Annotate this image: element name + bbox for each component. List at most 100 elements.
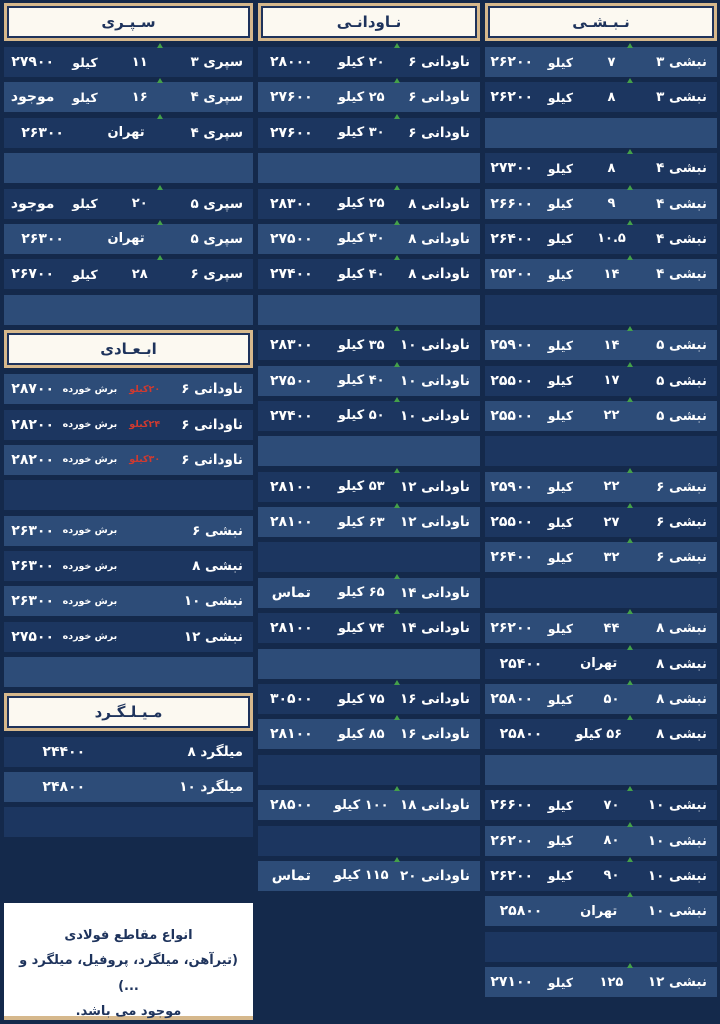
- product-name: ناودانی ۱۴: [400, 584, 470, 601]
- unit-label: کیلو: [72, 196, 98, 212]
- column-left: سـپـری سپری ۳ ۱۱ کیلو ۲۷۹۰۰ سپری ۴ ۱۶ کیلو موجود…: [4, 3, 253, 1020]
- unit-label: کیلو: [547, 266, 574, 282]
- cut-spec: برش خورده: [62, 419, 118, 431]
- weight-value: ۷۰: [603, 797, 620, 813]
- weight-value: ۶۳ کیلو: [337, 514, 385, 530]
- price-up-icon: [627, 609, 634, 615]
- weight-value: ۳۰ کیلو: [337, 125, 385, 141]
- price-up-icon: [627, 255, 634, 261]
- price-up-icon: [627, 43, 634, 48]
- price-value: ۲۶۲۰۰: [490, 54, 534, 70]
- unit-label: کیلو: [547, 408, 574, 424]
- weight-value: ۱۱: [131, 54, 148, 70]
- weight-value: ۱۶: [131, 89, 148, 105]
- origin-label: تهران: [107, 125, 145, 141]
- price-up-icon: [394, 361, 401, 367]
- product-name: ناودانی ۲۰: [400, 867, 470, 884]
- product-name: سپری ۶: [190, 266, 243, 283]
- product-name: سپری ۴: [190, 89, 243, 106]
- product-name: نبشی ۸: [192, 558, 243, 575]
- price-row: نبشی ۵ ۲۲ کیلو ۲۵۵۰۰: [485, 396, 717, 431]
- product-name: نبشی ۶: [656, 549, 707, 566]
- price-value: ۲۷۵۰۰: [269, 230, 313, 247]
- footer-note: انواع مقاطع فولادی (تیرآهن، میلگرد، پروف…: [4, 902, 253, 1020]
- product-name: ناودانی ۱۰: [400, 407, 470, 424]
- product-name: ناودانی ۱۲: [400, 478, 470, 495]
- price-value: ۲۷۵۰۰: [11, 628, 55, 645]
- price-up-icon: [394, 43, 401, 48]
- unit-label: کیلو: [547, 549, 574, 565]
- product-name: ناودانی ۸: [408, 195, 470, 212]
- empty-row: [485, 754, 717, 785]
- price-row: ناودانی ۸ ۳۰ کیلو ۲۷۵۰۰: [258, 219, 480, 254]
- weight-value: ۲۷: [603, 514, 620, 530]
- price-up-icon: [394, 503, 401, 509]
- price-row: نبشی ۱۰ تهران ۲۵۸۰۰: [485, 892, 717, 927]
- product-name: نبشی ۸: [656, 620, 707, 637]
- price-value: موجود: [10, 195, 55, 212]
- price-row: ناودانی ۱۴ ۶۵ کیلو تماس: [258, 573, 480, 608]
- price-value: ۲۷۱۰۰: [490, 974, 534, 991]
- price-row: نبشی ۶ ۲۷ کیلو ۲۵۵۰۰: [485, 503, 717, 538]
- product-name: ناودانی ۶: [181, 381, 243, 398]
- weight-value: ۶۵ کیلو: [337, 585, 385, 601]
- price-value: ۲۵۸۰۰: [499, 903, 543, 920]
- weight-value: ۵۳ کیلو: [337, 479, 385, 495]
- price-up-icon: [627, 396, 634, 402]
- empty-row: [4, 807, 253, 838]
- price-up-icon: [627, 715, 634, 721]
- cut-weight: ۲۰کیلو: [129, 383, 161, 395]
- weight-value: ۱۰۰ کیلو: [333, 797, 389, 813]
- product-name: نبشی ۱۰: [647, 903, 707, 920]
- weight-value: ۳۰ کیلو: [337, 231, 385, 247]
- unit-label: کیلو: [547, 797, 574, 813]
- unit-label: کیلو: [547, 231, 574, 247]
- price-row: ناودانی ۱۶ ۷۵ کیلو ۳۰۵۰۰: [258, 680, 480, 715]
- price-up-icon: [394, 255, 401, 261]
- price-row: نبشی ۴ ۸ کیلو ۲۷۳۰۰: [485, 149, 717, 184]
- price-value: ۲۵۴۰۰: [499, 655, 543, 672]
- price-up-icon: [394, 609, 401, 615]
- price-value: ۲۸۰۰۰: [269, 54, 313, 70]
- weight-value: ۴۰ کیلو: [337, 266, 385, 282]
- weight-value: ۲۵ کیلو: [337, 89, 385, 105]
- price-up-icon: [394, 396, 401, 402]
- product-name: نبشی ۶: [656, 514, 707, 531]
- unit-label: کیلو: [72, 54, 98, 70]
- price-row: نبشی ۸ برش خورده ۲۶۳۰۰: [4, 551, 253, 582]
- section-header-abadi: ابـعـادی: [4, 330, 253, 369]
- price-value: تماس: [271, 584, 311, 601]
- footer-note-line: موجود می باشد.: [75, 1003, 182, 1019]
- product-name: سپری ۴: [190, 124, 243, 141]
- price-up-icon: [157, 255, 164, 261]
- price-up-icon: [627, 219, 634, 225]
- price-row: ناودانی ۱۰ ۳۵ کیلو ۲۸۳۰۰: [258, 326, 480, 361]
- cut-spec: برش خورده: [62, 383, 118, 395]
- unit-label: کیلو: [547, 514, 574, 530]
- weight-value: ۱۲۵: [599, 974, 624, 990]
- price-up-icon: [627, 326, 634, 332]
- price-value: ۲۶۲۰۰: [490, 620, 534, 637]
- price-up-icon: [394, 715, 401, 721]
- product-name: نبشی ۴: [656, 160, 707, 177]
- weight-value: ۲۵ کیلو: [337, 196, 385, 212]
- price-row: ناودانی ۸ ۲۵ کیلو ۲۸۳۰۰: [258, 184, 480, 219]
- product-name: نبشی ۱۰: [647, 797, 707, 814]
- empty-row: [485, 931, 717, 962]
- price-value: ۲۸۱۰۰: [269, 726, 313, 743]
- section-header-navodani: نـاودانـی: [258, 3, 480, 41]
- price-row: ناودانی ۱۴ ۷۴ کیلو ۲۸۱۰۰: [258, 609, 480, 644]
- price-value: ۲۶۲۰۰: [490, 89, 534, 106]
- product-name: نبشی ۳: [656, 89, 707, 106]
- cut-weight: ۳۰کیلو: [129, 454, 161, 466]
- price-value: ۲۸۷۰۰: [11, 381, 55, 398]
- weight-value: ۲۰: [131, 196, 148, 212]
- price-up-icon: [627, 644, 634, 650]
- price-up-icon: [394, 184, 401, 190]
- price-value: ۲۶۴۰۰: [490, 230, 534, 247]
- empty-row: [4, 294, 253, 325]
- price-value: ۲۶۶۰۰: [490, 797, 534, 814]
- section-separi: سـپـری سپری ۳ ۱۱ کیلو ۲۷۹۰۰ سپری ۴ ۱۶ کیلو موجود…: [4, 3, 253, 330]
- price-value: ۲۸۳۰۰: [269, 337, 313, 354]
- price-row: نبشی ۵ ۱۷ کیلو ۲۵۵۰۰: [485, 361, 717, 396]
